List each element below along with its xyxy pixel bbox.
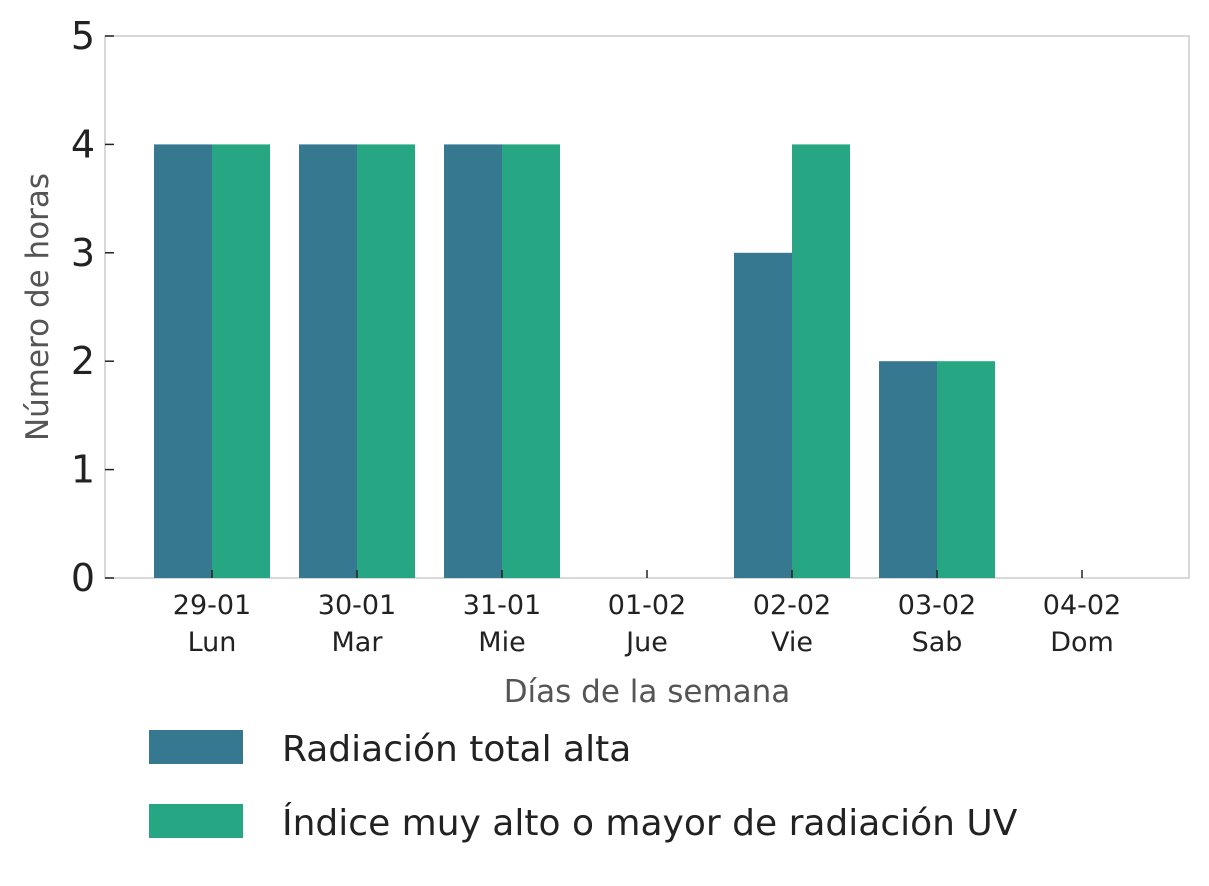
x-tick-label-date: 30-01 — [318, 590, 396, 621]
y-tick-label: 5 — [71, 14, 95, 58]
y-axis: 0 1 2 3 4 5 — [71, 14, 114, 600]
y-tick-label: 0 — [71, 556, 95, 600]
bar-2-03-02 — [937, 361, 995, 578]
bar-2-31-01 — [502, 144, 560, 578]
x-tick-label-day: Mie — [478, 627, 525, 658]
bar-2-29-01 — [212, 144, 270, 578]
x-axis-title: Días de la semana — [504, 674, 791, 710]
x-tick-label-date: 02-02 — [753, 590, 831, 621]
y-tick-label: 1 — [71, 448, 95, 492]
legend: Radiación total alta Índice muy alto o ma… — [149, 729, 1018, 844]
legend-label-2: Índice muy alto o mayor de radiación UV — [282, 802, 1018, 844]
legend-swatch-1 — [149, 730, 243, 764]
x-tick-label-day: Mar — [332, 627, 384, 658]
x-tick-label-date: 04-02 — [1043, 590, 1121, 621]
x-tick-label-day: Dom — [1050, 627, 1114, 658]
bar-1-31-01 — [444, 144, 502, 578]
x-tick-label-date: 01-02 — [608, 590, 686, 621]
x-tick-label-date: 29-01 — [173, 590, 251, 621]
x-axis: 29-01 Lun 30-01 Mar 31-01 Mie 01-02 Jue 02-02 Vie… — [173, 570, 1121, 658]
y-axis-title: Número de horas — [20, 173, 56, 441]
bar-layer — [154, 144, 995, 579]
y-tick-label: 4 — [71, 122, 95, 166]
legend-label-1: Radiación total alta — [282, 729, 631, 770]
bar-1-03-02 — [879, 361, 937, 578]
x-tick-label-date: 31-01 — [463, 590, 541, 621]
legend-swatch-2 — [149, 804, 243, 838]
bar-1-30-01 — [299, 144, 357, 578]
bar-2-30-01 — [357, 144, 415, 578]
bar-1-29-01 — [154, 144, 212, 578]
x-tick-label-day: Sab — [912, 627, 963, 658]
x-tick-label-date: 03-02 — [898, 590, 976, 621]
x-tick-label-day: Vie — [771, 627, 813, 658]
y-tick-label: 3 — [71, 231, 95, 275]
y-tick-label: 2 — [71, 339, 95, 383]
x-tick-label-day: Lun — [188, 627, 237, 658]
bar-1-02-02 — [734, 252, 792, 579]
bar-2-02-02 — [792, 144, 850, 578]
x-tick-label-day: Jue — [624, 627, 668, 658]
